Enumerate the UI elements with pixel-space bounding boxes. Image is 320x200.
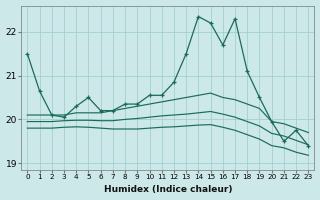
X-axis label: Humidex (Indice chaleur): Humidex (Indice chaleur) <box>104 185 232 194</box>
